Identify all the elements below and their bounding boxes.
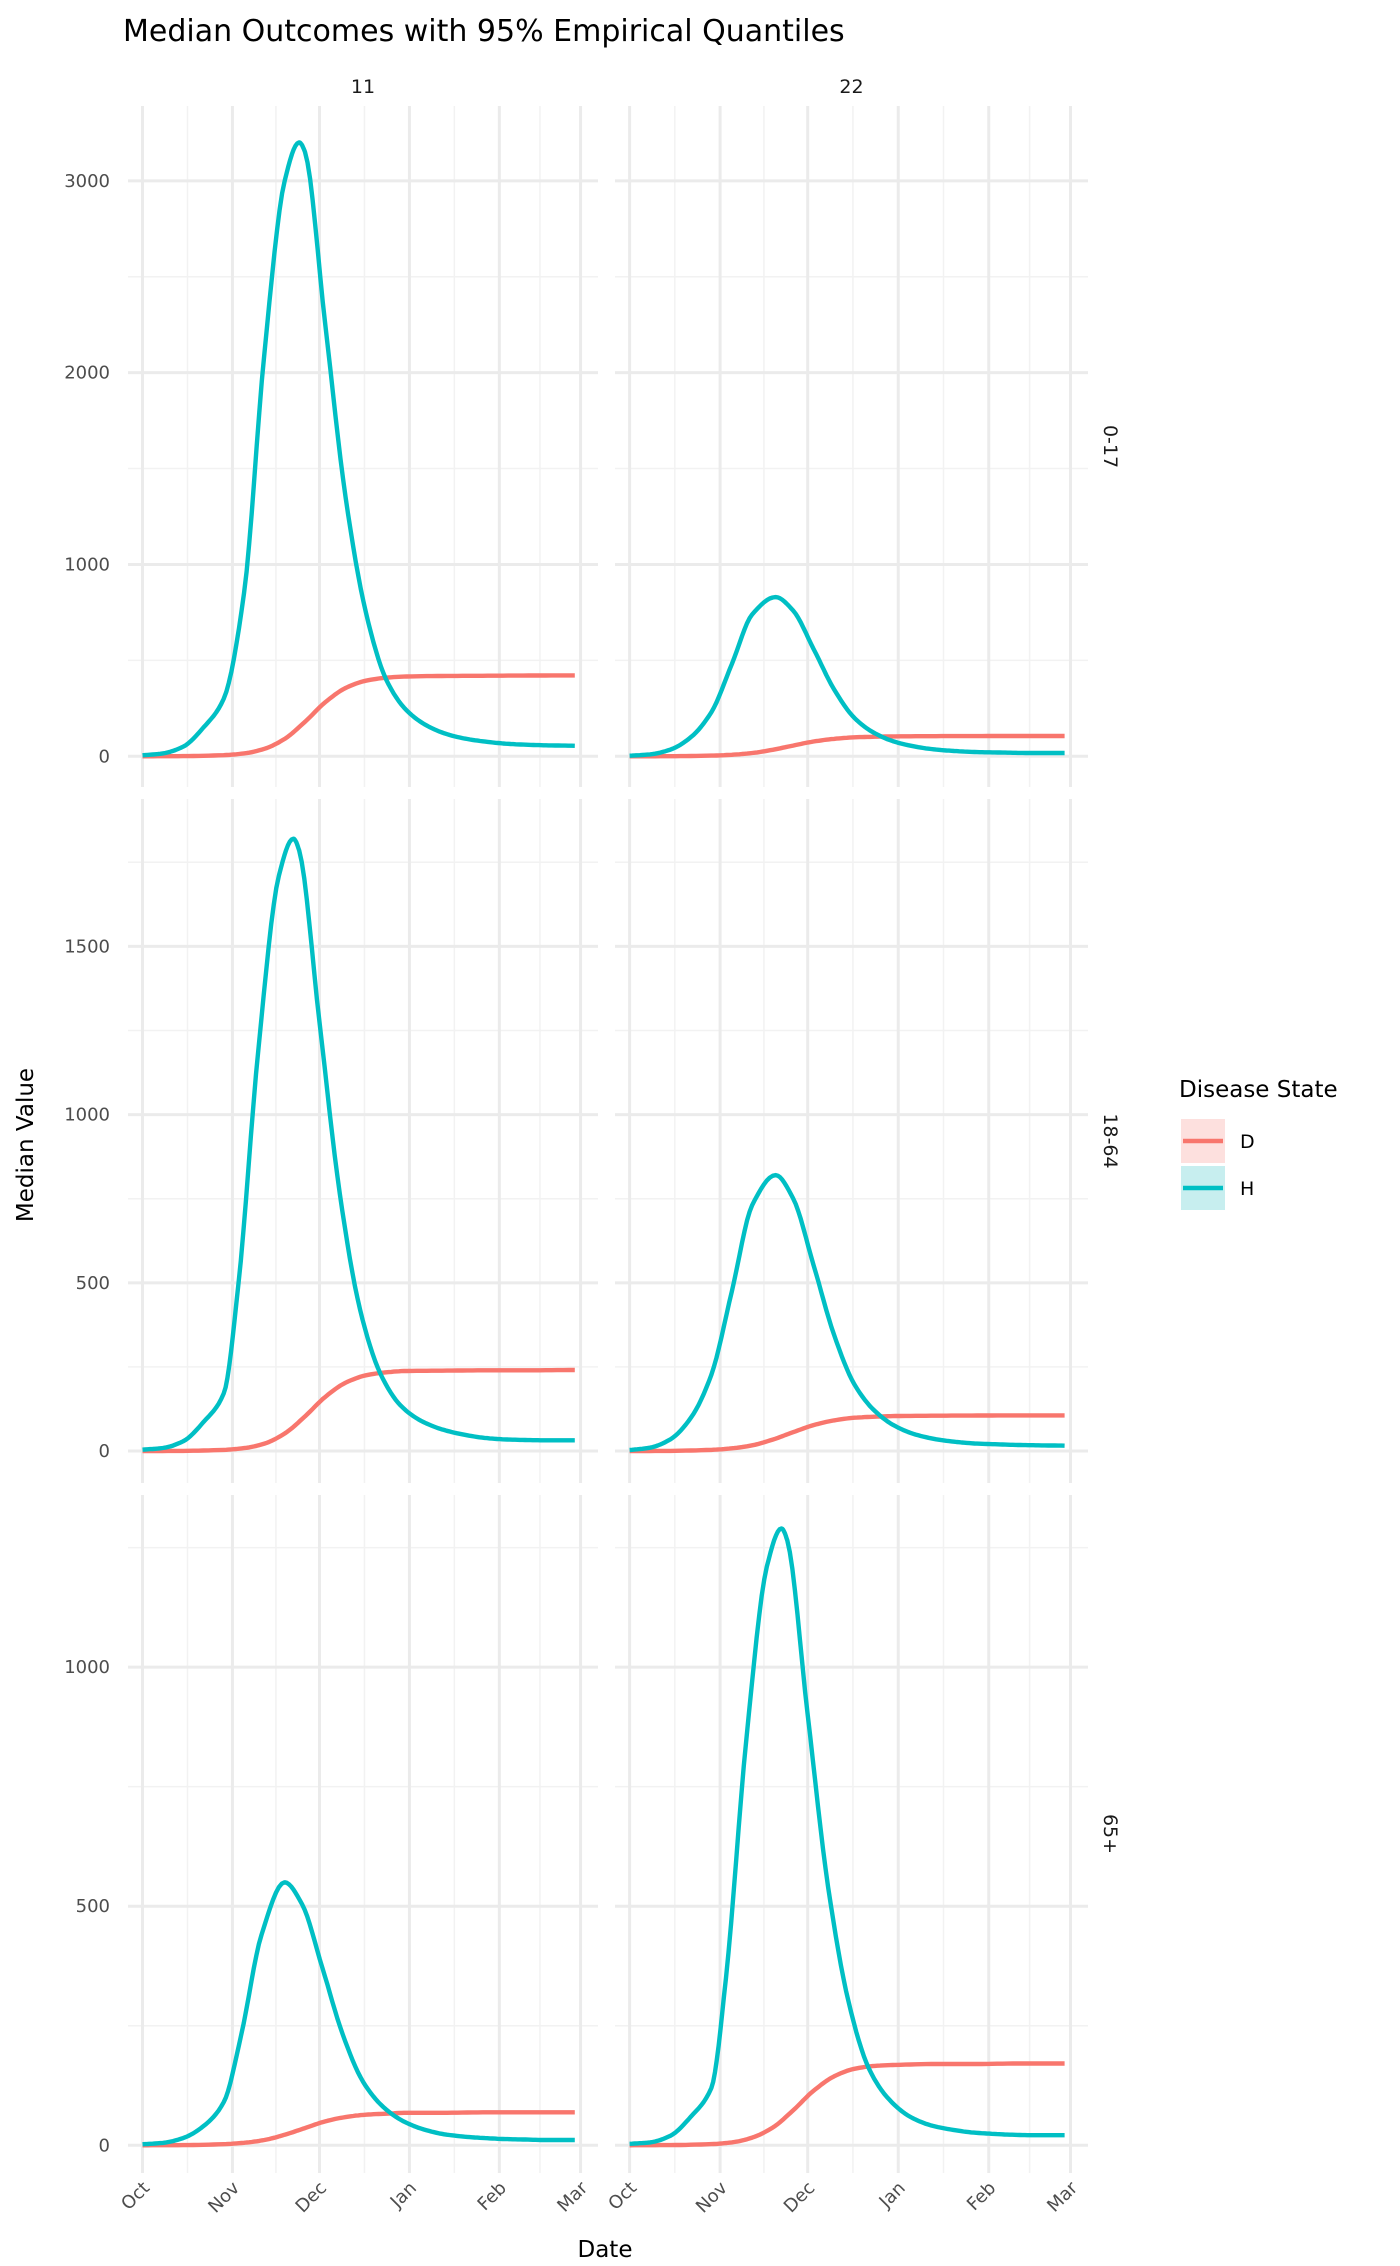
panel <box>615 106 1088 787</box>
x-tick-label: Mar <box>553 2177 592 2216</box>
y-tick-label: 1000 <box>64 554 110 575</box>
x-tick-label: Feb <box>474 2178 511 2215</box>
series-line-d <box>142 2110 575 2148</box>
x-tick-label: Oct <box>604 2178 641 2215</box>
y-tick-label: 3000 <box>64 171 110 192</box>
row-strip-label: 65+ <box>1099 1814 1121 1854</box>
panel: Oct Nov Dec Jan Feb Mar <box>604 1495 1088 2217</box>
panel: 0 500 1000 1500 <box>64 799 598 1483</box>
series-line-h <box>629 1172 1065 1453</box>
chart-title: Median Outcomes with 95% Empirical Quant… <box>123 14 845 49</box>
x-axis-title: Date <box>578 2237 633 2263</box>
y-axis-title: Median Value <box>13 1068 39 1222</box>
series-line-h <box>142 836 575 1452</box>
x-tick-label: Jan <box>875 2178 910 2213</box>
series-line-h <box>629 1526 1065 2146</box>
series-line-d <box>142 1367 575 1454</box>
panel <box>615 799 1088 1483</box>
x-tick-label: Oct <box>117 2178 154 2215</box>
series-line-h <box>142 140 575 758</box>
x-tick-label: Nov <box>692 2177 732 2217</box>
series-line-h <box>142 1880 575 2147</box>
row-strip-label: 18-64 <box>1099 1113 1121 1168</box>
y-tick-label: 1000 <box>64 1105 110 1126</box>
series-line-h <box>629 594 1065 758</box>
series-line-d <box>142 673 575 759</box>
row-strip-label: 0-17 <box>1099 425 1121 468</box>
y-tick-label: 1000 <box>64 1657 110 1678</box>
x-tick-label: Dec <box>780 2178 819 2217</box>
legend-title: Disease State <box>1179 1077 1338 1103</box>
series-line-d <box>629 2061 1065 2148</box>
y-tick-label: 500 <box>76 1896 110 1917</box>
legend-label-d: D <box>1240 1131 1255 1153</box>
panels: 11 22 0-17 18-64 65+ 0 1000 2000 3000 0 500 1000 150… <box>64 76 1121 2217</box>
legend-label-h: H <box>1240 1178 1254 1200</box>
y-tick-label: 0 <box>99 1441 110 1462</box>
column-strip-label: 11 <box>351 76 375 98</box>
series-line-d <box>629 733 1065 759</box>
series-line-d <box>629 1413 1065 1454</box>
y-tick-label: 0 <box>99 2135 110 2156</box>
x-tick-label: Jan <box>386 2178 421 2213</box>
legend: Disease State D H <box>1179 1077 1338 1210</box>
x-tick-label: Mar <box>1043 2177 1082 2216</box>
x-tick-label: Dec <box>292 2178 331 2217</box>
y-tick-label: 0 <box>99 746 110 767</box>
panel: 0 1000 2000 3000 <box>64 106 598 787</box>
y-tick-label: 2000 <box>64 363 110 384</box>
panel: 0 500 1000 Oct Nov Dec Jan Feb Mar <box>64 1495 598 2217</box>
x-tick-label: Feb <box>963 2178 1000 2215</box>
x-tick-label: Nov <box>204 2177 244 2217</box>
y-tick-label: 500 <box>76 1273 110 1294</box>
y-tick-label: 1500 <box>64 936 110 957</box>
column-strip-label: 22 <box>839 76 863 98</box>
